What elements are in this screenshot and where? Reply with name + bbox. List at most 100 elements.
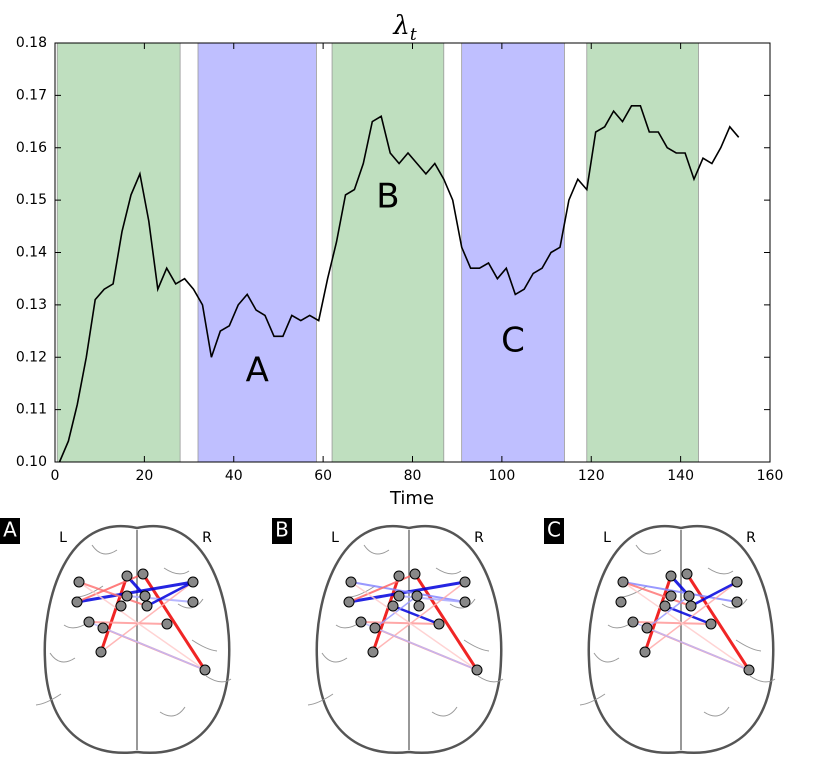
node [665, 590, 677, 602]
edge [100, 581, 194, 653]
edge [76, 580, 194, 604]
node [73, 576, 85, 588]
node [409, 568, 421, 580]
panel-label-box [544, 518, 564, 544]
panel-label: B [275, 518, 289, 542]
node [199, 664, 211, 676]
node [681, 568, 693, 580]
edge [360, 621, 478, 671]
sulcus [191, 639, 218, 652]
sulcus [35, 693, 62, 706]
node [433, 618, 445, 630]
edge [350, 581, 466, 603]
edge [622, 581, 750, 671]
x-tick-label: 120 [578, 468, 605, 484]
title-symbol: λ [392, 11, 409, 41]
y-tick-label: 0.10 [16, 454, 47, 470]
x-tick-label: 40 [225, 468, 243, 484]
edge [646, 595, 690, 629]
title-subscript: t [410, 25, 417, 45]
node [685, 600, 697, 612]
y-tick-label: 0.13 [16, 297, 47, 313]
node [627, 616, 639, 628]
x-tick-label: 60 [314, 468, 332, 484]
y-tick-label: 0.11 [16, 402, 47, 418]
sulcus [77, 585, 104, 598]
sulcus [749, 675, 776, 683]
node [187, 596, 199, 608]
edge [644, 581, 738, 653]
node [731, 596, 743, 608]
node [121, 590, 133, 602]
region-label: C [501, 321, 525, 361]
node [343, 596, 355, 608]
node [617, 576, 629, 588]
node [665, 570, 677, 582]
sulcus [593, 652, 620, 663]
node [459, 596, 471, 608]
sulcus [579, 693, 606, 706]
sulcus [431, 706, 458, 717]
edge [88, 621, 206, 671]
x-axis-label: Time [389, 488, 434, 509]
edge [632, 621, 712, 625]
node [141, 600, 153, 612]
right-label: R [202, 530, 212, 546]
y-tick-label: 0.18 [16, 35, 47, 51]
right-label: R [746, 530, 756, 546]
edge [348, 573, 416, 603]
node [139, 590, 151, 602]
sulcus [91, 544, 118, 555]
node [459, 576, 471, 588]
chart-title: λt [392, 11, 416, 45]
region-label: A [246, 351, 269, 391]
sulcus [349, 585, 376, 598]
region-label: B [376, 177, 399, 217]
node [743, 664, 755, 676]
node [121, 570, 133, 582]
node [161, 618, 173, 630]
sulcus [435, 567, 462, 575]
edge [78, 581, 206, 671]
node [345, 576, 357, 588]
edge [632, 621, 750, 671]
panel-label-box [272, 518, 292, 544]
y-tick-label: 0.15 [16, 192, 47, 208]
edge [88, 621, 168, 625]
node [387, 600, 399, 612]
sulcus [159, 706, 186, 717]
panel-label: C [547, 518, 561, 542]
node [615, 596, 627, 608]
sulcus [177, 598, 204, 609]
node [659, 600, 671, 612]
node [137, 568, 149, 580]
y-tick-label: 0.12 [16, 349, 47, 365]
node [471, 664, 483, 676]
x-tick-label: 0 [51, 468, 60, 484]
node [641, 622, 653, 634]
sulcus [321, 652, 348, 663]
edge [146, 580, 194, 608]
shaded-region [586, 42, 699, 463]
node [367, 646, 379, 658]
sulcus [449, 598, 476, 609]
sulcus [205, 675, 232, 683]
edge [78, 581, 148, 607]
edge [622, 581, 692, 607]
sulcus [363, 544, 390, 555]
left-label: L [331, 530, 339, 546]
sulcus [49, 652, 76, 663]
edge [76, 573, 144, 603]
shaded-region [197, 42, 317, 463]
edge [350, 581, 478, 671]
x-tick-label: 140 [667, 468, 694, 484]
edge [99, 575, 129, 653]
node [411, 590, 423, 602]
sulcus [463, 639, 490, 652]
sulcus [703, 706, 730, 717]
node [71, 596, 83, 608]
edge [622, 581, 738, 603]
sulcus [163, 567, 190, 575]
